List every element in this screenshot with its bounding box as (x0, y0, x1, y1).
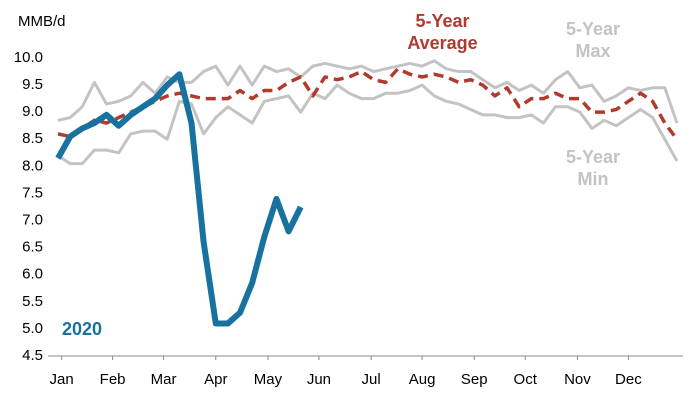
y-tick-label: 7.0 (22, 212, 43, 229)
y-tick-label: 8.5 (22, 130, 43, 147)
x-tick-label: Jan (50, 371, 74, 388)
x-tick-label: Feb (100, 371, 126, 388)
series-label: 2020 (62, 319, 103, 339)
series-label: 5-Year Average (407, 11, 478, 53)
y-axis-label: MMB/d (18, 13, 66, 30)
series-line (57, 67, 679, 141)
y-tick-label: 8.0 (22, 157, 43, 174)
x-tick-label: Sep (461, 371, 488, 388)
x-tick-label: Apr (204, 371, 227, 388)
x-tick-label: Jun (307, 371, 331, 388)
x-tick-label: Aug (409, 371, 436, 388)
x-tick-label: Oct (514, 371, 538, 388)
series-line (55, 71, 304, 327)
series-label: 5-Year Max (565, 19, 621, 61)
x-tick-label: Mar (151, 371, 177, 388)
series-label: 5-Year Min (565, 147, 621, 189)
y-tick-label: 4.5 (22, 347, 43, 364)
series-line (57, 83, 679, 166)
y-tick-label: 10.0 (14, 49, 43, 66)
y-tick-label: 7.5 (22, 184, 43, 201)
y-tick-label: 9.5 (22, 76, 43, 93)
y-tick-label: 6.5 (22, 239, 43, 256)
y-tick-label: 5.0 (22, 320, 43, 337)
x-tick-label: Nov (564, 371, 591, 388)
x-tick-label: May (254, 371, 283, 388)
y-tick-label: 5.5 (22, 293, 43, 310)
series-line (57, 59, 679, 124)
y-tick-label: 6.0 (22, 266, 43, 283)
x-tick-label: Jul (362, 371, 381, 388)
x-tick-label: Dec (615, 371, 642, 388)
y-tick-label: 9.0 (22, 103, 43, 120)
